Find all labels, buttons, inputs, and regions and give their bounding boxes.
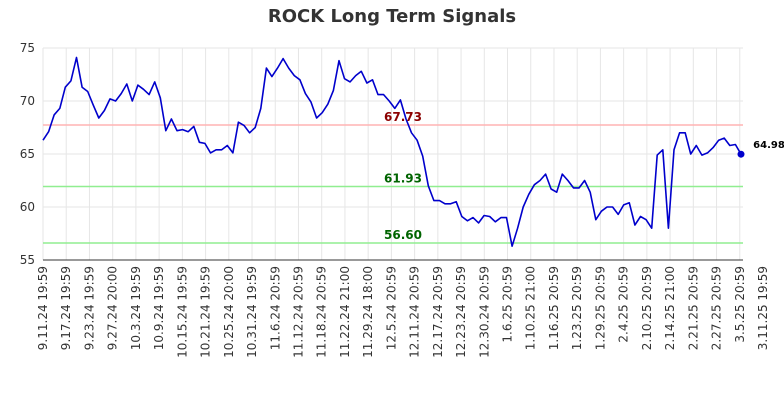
signal-level-label: 67.73 <box>384 110 422 124</box>
x-tick-label: 11.6.24 20:59 <box>268 266 282 350</box>
x-tick-label: 12.30.24 20:59 <box>477 266 491 358</box>
y-tick-label: 75 <box>20 41 35 55</box>
x-tick-label: 2.27.25 20:59 <box>710 266 724 350</box>
x-tick-label: 3.11.25 19:59 <box>756 266 770 350</box>
x-tick-label: 1.16.25 20:59 <box>547 266 561 350</box>
x-tick-label: 10.21.24 19:59 <box>199 266 213 358</box>
x-tick-label: 11.29.24 18:00 <box>361 266 375 358</box>
x-tick-label: 12.23.24 20:59 <box>454 266 468 358</box>
signal-levels <box>43 124 743 244</box>
x-tick-label: 1.6.25 20:59 <box>501 266 515 343</box>
y-tick-label: 60 <box>20 200 35 214</box>
x-tick-label: 2.4.25 20:59 <box>617 266 631 343</box>
x-tick-label: 3.5.25 20:59 <box>733 266 747 343</box>
x-tick-label: 12.5.24 20:59 <box>384 266 398 350</box>
last-point-marker <box>737 150 745 158</box>
signal-level-label: 56.60 <box>384 228 422 242</box>
x-tick-label: 1.29.25 20:59 <box>593 266 607 350</box>
x-tick-label: 2.21.25 20:59 <box>686 266 700 350</box>
x-tick-label: 11.22.24 21:00 <box>338 266 352 358</box>
x-tick-label: 2.14.25 21:00 <box>663 266 677 350</box>
x-tick-label: 1.10.25 21:00 <box>524 266 538 350</box>
signal-level-label: 61.93 <box>384 172 422 186</box>
last-value-label: 64.98 <box>753 140 784 151</box>
x-tick-label: 11.18.24 20:59 <box>315 266 329 358</box>
price-line <box>42 56 742 247</box>
x-tick-label: 10.15.24 19:59 <box>175 266 189 358</box>
x-tick-label: 9.27.24 20:00 <box>106 266 120 350</box>
x-tick-label: 12.17.24 20:59 <box>431 266 445 358</box>
grid <box>42 47 743 261</box>
chart-title: ROCK Long Term Signals <box>267 6 517 27</box>
x-tick-label: 2.10.25 20:59 <box>640 266 654 350</box>
x-tick-label: 10.3.24 19:59 <box>129 266 143 350</box>
annotations: 67.73 61.93 56.60 64.98 <box>384 110 784 242</box>
x-tick-label: 9.23.24 19:59 <box>82 266 96 350</box>
y-tick-label: 55 <box>20 253 35 267</box>
x-tick-label: 11.12.24 20:59 <box>291 266 305 358</box>
x-tick-label: 10.9.24 19:59 <box>152 266 166 350</box>
x-tick-label: 9.11.24 19:59 <box>36 266 50 350</box>
x-tick-label: 10.25.24 20:00 <box>222 266 236 358</box>
x-tick-label: 10.31.24 19:59 <box>245 266 259 358</box>
axes: 55 60 65 70 75 9.11.24 19:59 9.17.24 19:59 9.23… <box>20 41 770 358</box>
y-tick-label: 70 <box>20 94 35 108</box>
x-tick-label: 12.11.24 20:59 <box>408 266 422 358</box>
price-series <box>42 56 745 247</box>
x-tick-label: 9.17.24 19:59 <box>59 266 73 350</box>
x-tick-label: 1.23.25 20:59 <box>570 266 584 350</box>
y-tick-label: 65 <box>20 147 35 161</box>
